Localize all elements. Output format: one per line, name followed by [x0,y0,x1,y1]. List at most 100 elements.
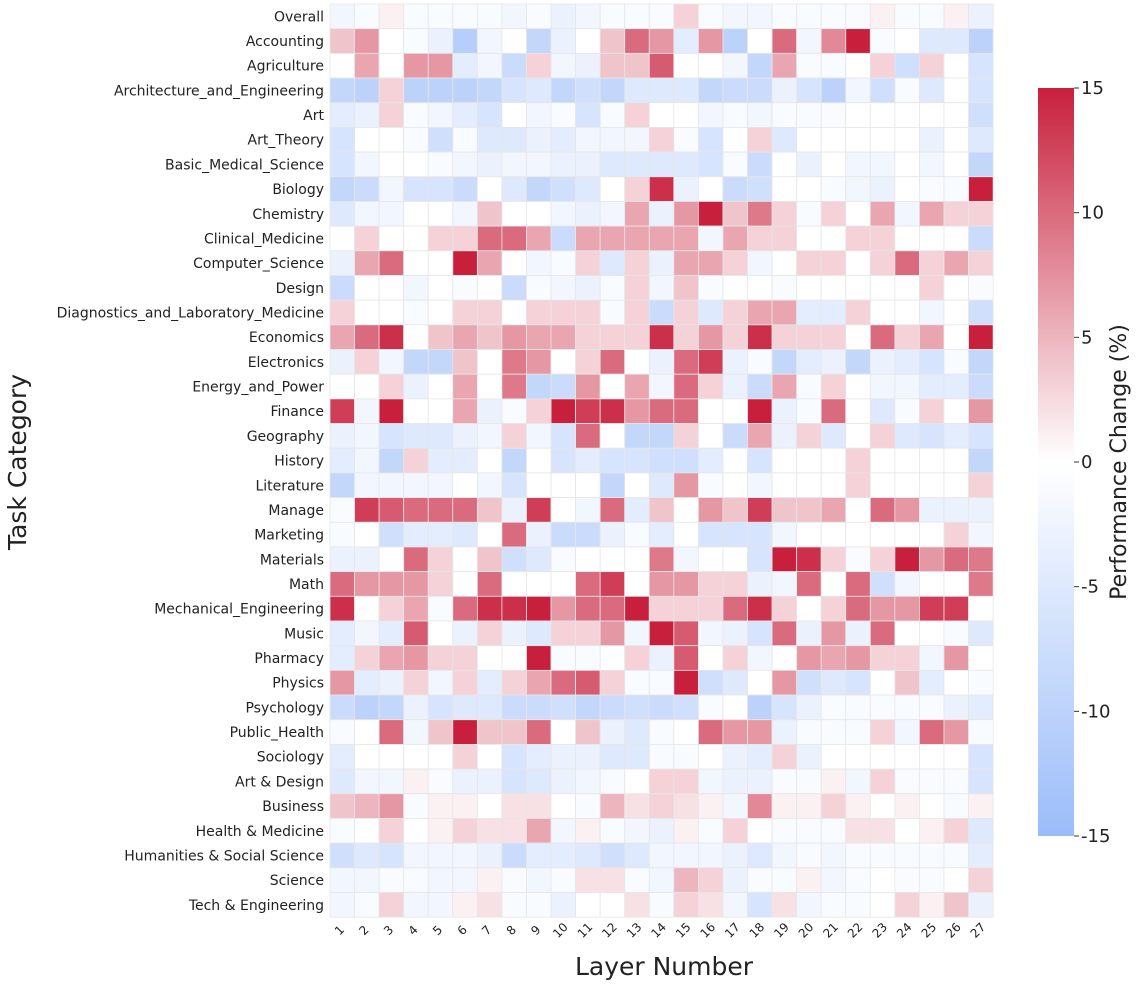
heatmap-cell [648,719,675,745]
heatmap-cell [378,818,405,844]
heatmap-cell [673,398,699,424]
category-label: Architecture_and_Engineering [114,83,324,99]
heatmap-cell [403,398,429,424]
heatmap-cell [722,127,748,153]
heatmap-cell [919,299,945,326]
heatmap-cell [526,669,552,696]
heatmap-cell [476,719,503,745]
heatmap-cell [673,818,699,844]
heatmap-cell [919,744,945,770]
heatmap-cell [894,373,920,400]
layer-label: 14 [648,920,669,941]
heatmap-cell [968,151,994,178]
heatmap-cell [550,398,576,424]
heatmap-cell [550,768,576,795]
heatmap-cell [427,719,454,745]
heatmap-cell [919,52,945,79]
heatmap-cell [894,546,920,573]
heatmap-cell [354,102,380,128]
heatmap-cell [648,546,675,573]
heatmap-cell [476,744,503,770]
category-label: Art_Theory [248,133,324,149]
heatmap-cell [403,423,429,449]
heatmap-cell [747,546,773,573]
heatmap-cell [624,324,650,350]
heatmap-cell [575,275,601,301]
heatmap-cell [968,275,994,301]
heatmap-cell [648,3,675,30]
heatmap-cell [722,694,748,721]
heatmap-cell [329,521,355,548]
heatmap-cell [722,472,748,499]
heatmap-cell [501,595,527,622]
heatmap-cell [943,472,969,499]
heatmap-cell [796,127,822,153]
heatmap-cell [452,818,478,844]
layer-label: 10 [550,920,571,941]
heatmap-cell [919,324,945,350]
heatmap-cell [698,546,724,573]
heatmap-cell [501,127,527,153]
heatmap-cell [354,349,380,375]
heatmap-cell [869,225,896,252]
heatmap-cell [820,52,847,79]
heatmap-cell [919,867,945,893]
heatmap-cell [378,201,405,227]
heatmap-cell [526,176,552,202]
heatmap-cell [747,818,773,844]
heatmap-cell [894,275,920,301]
heatmap-cell [427,595,454,622]
heatmap-cell [722,892,748,918]
heatmap-cell [869,52,896,79]
heatmap-cell [869,818,896,844]
heatmap-cell [968,645,994,671]
heatmap-cell [698,225,724,252]
heatmap-cell [796,867,822,893]
heatmap-cell [845,842,871,869]
heatmap-cell [575,497,601,523]
heatmap-cell [968,521,994,548]
heatmap-cell [943,127,969,153]
heatmap-cell [968,472,994,499]
heatmap-cell [624,497,650,523]
heatmap-cell [673,719,699,745]
heatmap-cell [820,497,847,523]
heatmap-cell [501,571,527,597]
heatmap-cell [329,768,355,795]
heatmap-cell [624,645,650,671]
heatmap-cell [575,127,601,153]
heatmap-cell [403,892,429,918]
category-label: Design [276,281,324,297]
heatmap-cell [869,719,896,745]
heatmap-cell [796,620,822,647]
heatmap-cell [968,620,994,647]
category-label: Literature [255,478,324,494]
heatmap-cell [575,620,601,647]
heatmap-cell [673,472,699,499]
category-label: Accounting [246,34,324,50]
heatmap-cell [845,595,871,622]
heatmap-cell [648,373,675,400]
heatmap-cell [771,349,798,375]
heatmap-cell [378,52,405,79]
heatmap-cell [575,3,601,30]
heatmap-cell [943,867,969,893]
heatmap-cell [452,176,478,202]
layer-label: 16 [697,920,718,941]
heatmap-cell [476,28,503,54]
heatmap-cell [624,275,650,301]
heatmap-cell [796,176,822,202]
category-label: Geography [247,429,324,445]
heatmap-cell [845,373,871,400]
heatmap-cell [452,151,478,178]
heatmap-cell [501,447,527,474]
heatmap-cell [919,3,945,30]
heatmap-cell [378,867,405,893]
heatmap-cell [648,349,675,375]
heatmap-cell [845,892,871,918]
heatmap-cell [476,250,503,276]
heatmap-cell [476,77,503,104]
heatmap-cell [403,546,429,573]
heatmap-cell [722,595,748,622]
heatmap-cell [673,102,699,128]
